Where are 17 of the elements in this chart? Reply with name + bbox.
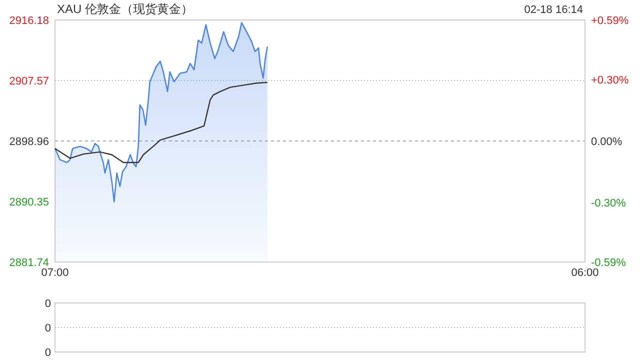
text: 0 bbox=[44, 322, 51, 334]
text: 0 bbox=[44, 298, 51, 310]
text: 0 bbox=[44, 347, 51, 359]
x-tick-label: 06:00 bbox=[571, 267, 599, 279]
y2-tick-label: -0.30% bbox=[591, 198, 626, 210]
y2-tick-label: +0.30% bbox=[591, 74, 629, 86]
x-tick-label: 07:00 bbox=[41, 267, 69, 279]
y-tick-label: 2916.18 bbox=[9, 15, 49, 27]
y-tick-label: 2881.74 bbox=[9, 257, 49, 269]
y-tick-label: 2898.96 bbox=[9, 136, 49, 148]
y2-tick-label: -0.59% bbox=[591, 257, 626, 269]
chart-title: XAU 伦敦金（现货黄金） bbox=[57, 2, 194, 16]
y2-tick-label: +0.59% bbox=[591, 15, 629, 27]
y2-tick-label: 0.00% bbox=[591, 136, 622, 148]
y-tick-label: 2890.35 bbox=[9, 196, 49, 208]
y-tick-label: 2907.57 bbox=[9, 76, 49, 88]
text: 02-18 16:14 bbox=[524, 4, 583, 16]
